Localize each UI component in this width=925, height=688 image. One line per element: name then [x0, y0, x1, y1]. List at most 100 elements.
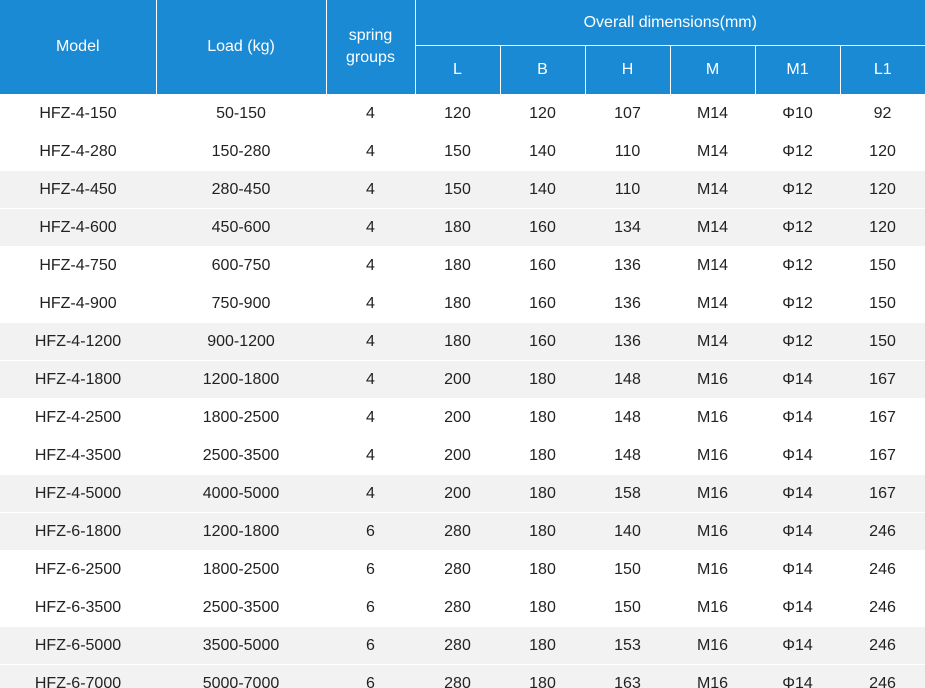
cell-model: HFZ-4-600 [0, 208, 156, 247]
cell-load: 50-150 [156, 94, 326, 133]
cell-model: HFZ-4-750 [0, 246, 156, 285]
cell-dim-l: 180 [415, 208, 500, 247]
cell-dim-l1: 246 [840, 588, 925, 627]
table-row: HFZ-6-1800 1200-1800 6 280 180 140 M16 Φ14 246 [0, 512, 925, 551]
cell-model: HFZ-4-5000 [0, 474, 156, 513]
cell-dim-m: M14 [670, 246, 755, 285]
cell-dim-h: 163 [585, 664, 670, 688]
cell-model: HFZ-4-2500 [0, 398, 156, 437]
cell-load: 5000-7000 [156, 664, 326, 688]
cell-dim-b: 140 [500, 132, 585, 171]
cell-dim-m: M14 [670, 170, 755, 209]
cell-spring-groups: 4 [326, 208, 415, 247]
cell-dim-m: M14 [670, 284, 755, 323]
table-row: HFZ-6-2500 1800-2500 6 280 180 150 M16 Φ14 246 [0, 550, 925, 589]
header-model: Model [0, 0, 157, 95]
cell-dim-b: 160 [500, 284, 585, 323]
cell-dim-h: 136 [585, 246, 670, 285]
cell-dim-l1: 150 [840, 284, 925, 323]
cell-dim-l: 180 [415, 246, 500, 285]
cell-dim-l: 150 [415, 170, 500, 209]
cell-load: 3500-5000 [156, 626, 326, 665]
cell-dim-h: 134 [585, 208, 670, 247]
cell-model: HFZ-4-1800 [0, 360, 156, 399]
cell-dim-b: 180 [500, 664, 585, 688]
table-row: HFZ-4-1800 1200-1800 4 200 180 148 M16 Φ14 167 [0, 360, 925, 399]
cell-dim-m1: Φ14 [755, 626, 840, 665]
cell-spring-groups: 6 [326, 626, 415, 665]
header-spring-line2: groups [346, 49, 395, 66]
cell-spring-groups: 6 [326, 550, 415, 589]
cell-dim-l1: 246 [840, 626, 925, 665]
cell-dim-m: M16 [670, 626, 755, 665]
cell-dim-l: 200 [415, 360, 500, 399]
cell-load: 750-900 [156, 284, 326, 323]
cell-dim-m1: Φ12 [755, 246, 840, 285]
header-overall-dimensions: Overall dimensions(mm) [415, 0, 925, 46]
cell-dim-b: 120 [500, 94, 585, 133]
cell-dim-l1: 120 [840, 208, 925, 247]
cell-spring-groups: 4 [326, 246, 415, 285]
cell-dim-m: M16 [670, 512, 755, 551]
cell-dim-m: M14 [670, 132, 755, 171]
cell-model: HFZ-4-150 [0, 94, 156, 133]
cell-dim-l: 180 [415, 284, 500, 323]
cell-dim-h: 136 [585, 284, 670, 323]
cell-spring-groups: 4 [326, 170, 415, 209]
cell-spring-groups: 4 [326, 94, 415, 133]
cell-dim-l: 280 [415, 512, 500, 551]
cell-load: 1800-2500 [156, 398, 326, 437]
cell-dim-m1: Φ14 [755, 436, 840, 475]
table-row: HFZ-4-450 280-450 4 150 140 110 M14 Φ12 120 [0, 170, 925, 209]
cell-model: HFZ-4-450 [0, 170, 156, 209]
cell-dim-m1: Φ12 [755, 284, 840, 323]
cell-dim-m1: Φ12 [755, 322, 840, 361]
cell-model: HFZ-6-3500 [0, 588, 156, 627]
cell-dim-l1: 92 [840, 94, 925, 133]
cell-dim-l1: 150 [840, 322, 925, 361]
cell-dim-m: M16 [670, 398, 755, 437]
cell-spring-groups: 4 [326, 360, 415, 399]
cell-dim-l: 200 [415, 398, 500, 437]
cell-dim-m: M16 [670, 360, 755, 399]
header-dim-b: B [500, 45, 586, 95]
cell-spring-groups: 6 [326, 588, 415, 627]
cell-model: HFZ-4-3500 [0, 436, 156, 475]
cell-load: 450-600 [156, 208, 326, 247]
header-dim-l1: L1 [840, 45, 925, 95]
cell-dim-m: M16 [670, 588, 755, 627]
cell-dim-m1: Φ14 [755, 664, 840, 688]
cell-dim-b: 180 [500, 588, 585, 627]
cell-dim-l: 150 [415, 132, 500, 171]
cell-load: 4000-5000 [156, 474, 326, 513]
cell-dim-b: 160 [500, 246, 585, 285]
cell-spring-groups: 6 [326, 664, 415, 688]
cell-load: 1800-2500 [156, 550, 326, 589]
table-row: HFZ-4-150 50-150 4 120 120 107 M14 Φ10 92 [0, 94, 925, 133]
table-row: HFZ-4-280 150-280 4 150 140 110 M14 Φ12 120 [0, 132, 925, 171]
cell-dim-m: M16 [670, 474, 755, 513]
cell-dim-h: 150 [585, 550, 670, 589]
cell-dim-l1: 246 [840, 550, 925, 589]
cell-dim-b: 180 [500, 550, 585, 589]
header-dim-m: M [670, 45, 756, 95]
cell-dim-h: 136 [585, 322, 670, 361]
cell-load: 1200-1800 [156, 512, 326, 551]
cell-dim-l1: 167 [840, 360, 925, 399]
cell-load: 600-750 [156, 246, 326, 285]
cell-spring-groups: 4 [326, 474, 415, 513]
cell-dim-h: 107 [585, 94, 670, 133]
cell-dim-l1: 120 [840, 132, 925, 171]
cell-dim-l: 120 [415, 94, 500, 133]
cell-dim-l: 280 [415, 550, 500, 589]
cell-spring-groups: 4 [326, 284, 415, 323]
cell-dim-b: 180 [500, 512, 585, 551]
table-row: HFZ-4-1200 900-1200 4 180 160 136 M14 Φ12 150 [0, 322, 925, 361]
cell-dim-l: 280 [415, 588, 500, 627]
cell-load: 1200-1800 [156, 360, 326, 399]
cell-model: HFZ-6-5000 [0, 626, 156, 665]
cell-dim-m1: Φ14 [755, 588, 840, 627]
cell-dim-l1: 150 [840, 246, 925, 285]
cell-dim-h: 110 [585, 132, 670, 171]
